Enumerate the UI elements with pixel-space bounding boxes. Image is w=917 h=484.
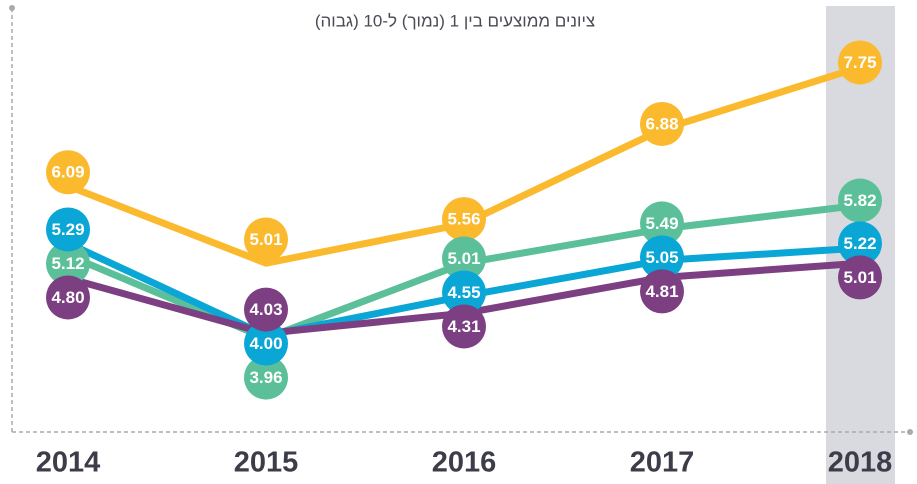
data-label: 5.01 (843, 268, 876, 287)
data-label: 5.82 (843, 191, 876, 210)
data-label: 4.03 (249, 300, 282, 319)
data-point (442, 304, 486, 349)
data-point (838, 255, 882, 300)
data-label: 4.00 (249, 334, 282, 353)
data-label: 5.01 (447, 249, 480, 268)
x-tick-label: 2016 (432, 447, 497, 479)
data-point (442, 236, 486, 281)
x-tick-label: 2014 (36, 447, 101, 479)
data-point (640, 201, 684, 246)
data-point (46, 275, 90, 320)
data-label: 6.88 (645, 114, 678, 133)
data-point (442, 270, 486, 315)
data-label: 5.49 (645, 214, 678, 233)
data-label: 5.01 (249, 230, 282, 249)
data-label: 4.80 (51, 288, 84, 307)
data-point (640, 235, 684, 280)
data-point (46, 150, 90, 195)
axis-end-dot (9, 5, 15, 11)
x-tick-label: 2018 (828, 447, 893, 479)
data-point (442, 197, 486, 242)
data-point (46, 207, 90, 252)
data-label: 5.12 (51, 254, 84, 273)
data-label: 4.55 (447, 283, 480, 302)
data-label: 3.96 (249, 368, 282, 387)
data-point (244, 217, 288, 262)
data-label: 4.81 (645, 282, 678, 301)
data-label: 6.09 (51, 163, 84, 182)
data-point (838, 178, 882, 223)
data-point (838, 40, 882, 85)
data-point (640, 269, 684, 314)
data-label: 5.05 (645, 248, 678, 267)
x-tick-label: 2017 (630, 447, 695, 479)
data-point (46, 241, 90, 286)
chart-subtitle: ציונים ממוצעים בין 1 (נמוך) ל-10 (גבוה) (315, 11, 595, 30)
x-tick-label: 2015 (234, 447, 299, 479)
data-point (640, 101, 684, 146)
axis-end-dot (907, 429, 913, 435)
data-point (244, 321, 288, 366)
data-label: 7.75 (843, 53, 876, 72)
data-point (244, 355, 288, 400)
data-label: 4.31 (447, 317, 480, 336)
data-label: 5.56 (447, 210, 480, 229)
data-label: 5.29 (51, 220, 84, 239)
data-point (838, 221, 882, 266)
data-point (244, 287, 288, 332)
data-label: 5.22 (843, 234, 876, 253)
